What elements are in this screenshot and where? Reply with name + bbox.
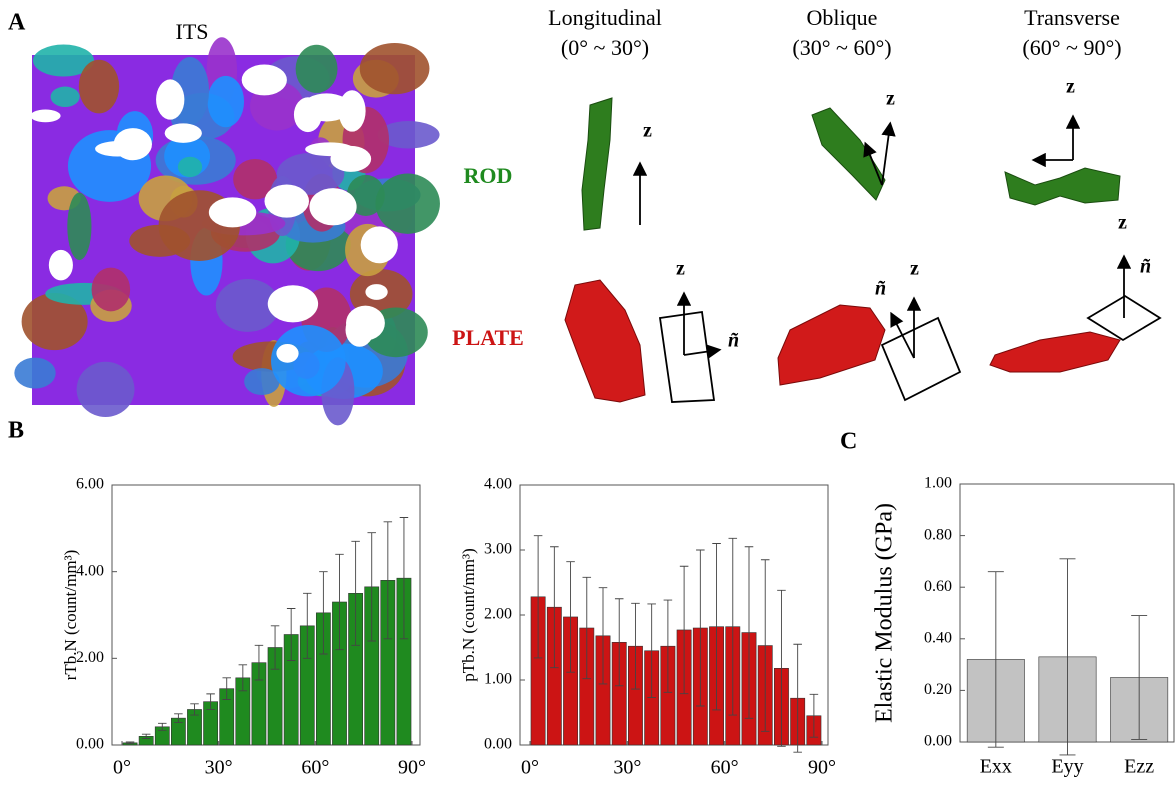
column-range: (60° ~ 90°)	[1022, 35, 1121, 60]
y-tick-label: 0.00	[76, 736, 104, 753]
its-hole	[302, 93, 351, 121]
column-title: Oblique	[807, 5, 878, 30]
y-tick-label: 0.40	[924, 629, 952, 646]
its-hole	[114, 128, 152, 160]
its-patch	[92, 268, 131, 312]
column-title: Transverse	[1024, 5, 1120, 30]
its-hole	[209, 197, 256, 227]
axis-symbol: ñ	[728, 330, 739, 352]
y-tick-label: 0.60	[924, 578, 952, 595]
its-hole	[30, 110, 60, 123]
its-patch	[67, 193, 91, 260]
x-tick-label: Exx	[980, 756, 1012, 778]
x-tick-label: 0°	[113, 757, 131, 779]
axis-symbol: ñ	[1140, 256, 1151, 278]
axis-symbol: z	[643, 120, 652, 142]
axis-symbol: z	[1066, 76, 1075, 98]
figure: A B C ITS Longitudinal (0° ~ 30°) Obliqu…	[0, 0, 1175, 785]
rod-shapes	[582, 98, 1120, 230]
axis-symbol: z	[1118, 212, 1127, 234]
its-patch	[296, 45, 338, 93]
y-tick-label: 0.20	[924, 681, 952, 698]
its-patch	[207, 76, 244, 127]
column-range: (0° ~ 30°)	[561, 35, 649, 60]
y-tick-label: 6.00	[76, 476, 104, 493]
x-tick-label: 0°	[521, 757, 539, 779]
its-hole	[305, 142, 354, 156]
panel-label: C	[840, 429, 857, 455]
its-hole	[49, 250, 73, 281]
y-tick-label: 2.00	[484, 606, 512, 623]
y-tick-label: 3.00	[484, 541, 512, 558]
axis-symbol: ñ	[875, 278, 886, 300]
its-patch	[376, 174, 440, 234]
panel-label: B	[8, 418, 24, 444]
plate-shapes	[565, 280, 1120, 402]
axis-symbol: z	[886, 88, 895, 110]
its-hole	[156, 79, 184, 119]
its-hole	[242, 64, 287, 95]
axis-symbol: z	[910, 258, 919, 280]
y-tick-label: 0.80	[924, 526, 952, 543]
y-axis-label: Elastic Modulus (GPa)	[872, 503, 898, 723]
its-hole	[361, 226, 398, 263]
its-patch	[77, 362, 135, 417]
x-tick-label: Ezz	[1124, 756, 1154, 778]
its-patch	[51, 87, 80, 107]
y-tick-label: 2.00	[76, 649, 104, 666]
its-patch	[14, 358, 55, 389]
row-label: ROD	[464, 163, 513, 188]
its-label: ITS	[176, 19, 209, 44]
x-tick-label: Eyy	[1051, 756, 1083, 778]
its-patch	[178, 157, 202, 177]
column-title: Longitudinal	[548, 5, 662, 30]
its-hole	[165, 123, 202, 142]
column-range: (30° ~ 60°)	[792, 35, 891, 60]
x-tick-label: 60°	[301, 757, 329, 779]
its-hole	[276, 344, 298, 363]
its-hole	[272, 295, 310, 310]
y-axis-label: pTb.N (count/mm³)	[459, 548, 478, 682]
x-tick-label: 60°	[711, 757, 739, 779]
axis-symbol: z	[676, 258, 685, 280]
its-hole	[346, 313, 374, 347]
its-hole	[264, 185, 309, 218]
row-label: PLATE	[452, 325, 524, 350]
y-tick-label: 1.00	[924, 475, 952, 492]
its-hole	[365, 284, 387, 300]
panel-label: A	[8, 10, 26, 36]
y-tick-label: 4.00	[484, 476, 512, 493]
y-tick-label: 0.00	[924, 733, 952, 750]
its-patch	[79, 60, 119, 114]
its-image	[14, 37, 440, 425]
x-tick-label: 30°	[613, 757, 641, 779]
y-tick-label: 1.00	[484, 671, 512, 688]
y-axis-label: rTb.N (count/mm³)	[61, 550, 80, 681]
x-tick-label: 30°	[205, 757, 233, 779]
its-patch	[360, 43, 430, 94]
its-hole	[309, 188, 356, 225]
x-tick-label: 90°	[808, 757, 836, 779]
x-tick-label: 90°	[398, 757, 426, 779]
y-tick-label: 0.00	[484, 736, 512, 753]
y-tick-label: 4.00	[76, 562, 104, 579]
